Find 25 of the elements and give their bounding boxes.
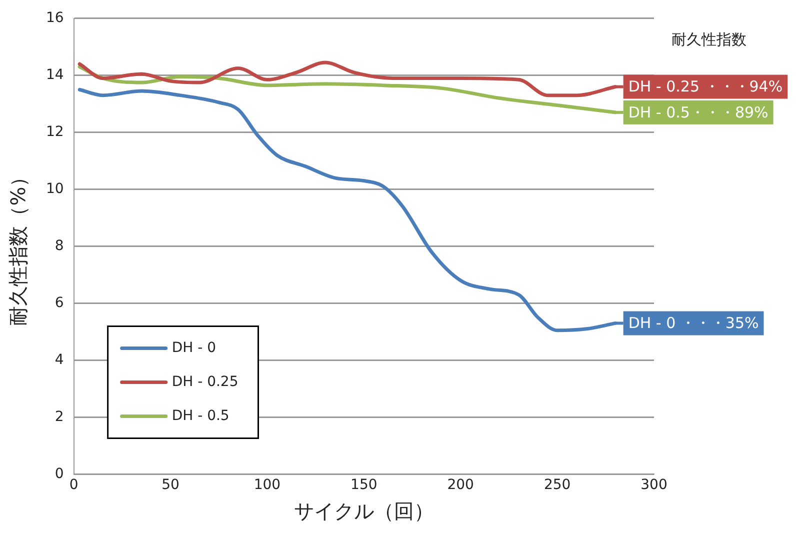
y-tick-label: 12 <box>46 124 64 140</box>
annotation: DH - 0 ・・・35% <box>628 314 759 332</box>
legend-label: DH - 0.25 <box>172 374 238 390</box>
text: 耐久性指数 <box>672 30 746 48</box>
x-tick-label: 100 <box>254 477 281 494</box>
y-tick-label: 0 <box>54 466 64 482</box>
y-tick-label: 6 <box>54 294 64 311</box>
y-tick-label: 2 <box>54 408 64 425</box>
annotation: DH - 0.5・・・89% <box>628 103 768 122</box>
legend-label: DH - 0 <box>172 340 216 356</box>
x-tick-label: 150 <box>350 477 378 494</box>
y-tick-label: 14 <box>46 67 64 84</box>
legend-label: DH - 0.5 <box>172 408 230 424</box>
y-tick-label: 10 <box>46 180 64 197</box>
y-tick-label: 4 <box>54 352 64 368</box>
x-tick-label: 250 <box>544 477 571 494</box>
x-tick-label: 0 <box>69 477 78 494</box>
y-tick-label: 16 <box>46 10 64 26</box>
x-tick-label: 200 <box>447 477 474 494</box>
y-tick-label: 8 <box>54 238 64 254</box>
x-axis-title: サイクル（回） <box>294 499 434 524</box>
x-tick-label: 50 <box>162 477 180 494</box>
annotation: DH - 0.25 ・・・94% <box>628 78 783 96</box>
x-tick-label: 300 <box>640 477 668 494</box>
y-axis-title: 耐久性指数（%） <box>6 166 30 326</box>
